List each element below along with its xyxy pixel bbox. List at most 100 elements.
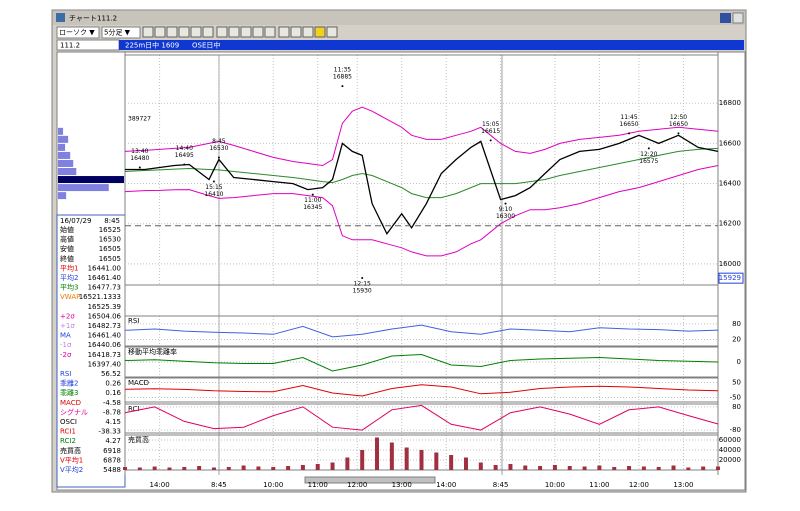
- tool-icon[interactable]: [216, 26, 228, 38]
- tool-icon[interactable]: [228, 26, 240, 38]
- tool-icon[interactable]: [264, 26, 276, 38]
- annotation-point: [212, 180, 215, 183]
- tool-icon[interactable]: [202, 26, 214, 38]
- y-tick-label: 40000: [719, 446, 741, 454]
- series-line: [124, 384, 719, 397]
- data-label: 始値: [60, 225, 74, 234]
- panel-title: RSI: [128, 317, 139, 325]
- volume-bar: [641, 466, 646, 470]
- x-tick-label: 11:00: [589, 481, 609, 489]
- y-tick-label: 50: [732, 379, 741, 387]
- data-time: 8:45: [104, 217, 120, 225]
- annotation-time: 9:10: [499, 206, 513, 213]
- volume-bar: [493, 465, 498, 470]
- data-label: 終値: [60, 254, 74, 263]
- data-label: VWAP: [60, 293, 80, 301]
- style-dropdown[interactable]: [56, 26, 100, 39]
- data-label: V平均1: [60, 455, 83, 464]
- x-tick-label: 13:00: [673, 481, 693, 489]
- tool-icon[interactable]: [290, 26, 302, 38]
- x-tick-label: 10:00: [545, 481, 565, 489]
- y-tick-label: 20000: [719, 456, 741, 464]
- data-label: RSI: [60, 370, 71, 378]
- window-button[interactable]: [720, 13, 731, 23]
- annotation-time: 15:05: [482, 121, 499, 128]
- tool-icon[interactable]: [190, 26, 202, 38]
- annotation-point: [138, 166, 141, 169]
- annotation-price: 16345: [303, 204, 322, 211]
- y-tick-label: -80: [730, 426, 741, 434]
- volume-profile-bar: [58, 168, 77, 176]
- info-bar: [119, 40, 744, 50]
- chart-area: [56, 51, 746, 491]
- annotation-point: [311, 193, 314, 196]
- series-line: [124, 165, 719, 257]
- tool-icon[interactable]: [154, 26, 166, 38]
- data-value: 16461.40: [88, 332, 121, 340]
- volume-bar: [330, 462, 335, 470]
- data-panel: [56, 214, 126, 488]
- tool-icon[interactable]: [142, 26, 154, 38]
- annotation-price: 16480: [130, 155, 149, 162]
- data-value: 16525: [99, 226, 121, 234]
- y-tick-label: 16000: [719, 260, 741, 268]
- tool-icon[interactable]: [178, 26, 190, 38]
- data-value: 16397.40: [88, 360, 121, 368]
- annotation-time: 11:35: [334, 67, 351, 74]
- scrollbar[interactable]: [304, 476, 436, 484]
- corner-value: 389727: [128, 116, 151, 123]
- data-value: 16477.73: [88, 284, 121, 292]
- volume-bar: [449, 455, 454, 470]
- volume-bar: [300, 465, 305, 470]
- data-label: -2σ: [60, 351, 72, 359]
- style-dropdown-text: ローソク ▼: [59, 29, 95, 37]
- y-tick-label: 80: [732, 320, 741, 328]
- volume-bar: [152, 466, 157, 470]
- data-label: 売買高: [60, 446, 81, 455]
- window-title: チャート: [69, 15, 97, 23]
- volume-profile-bar: [58, 143, 66, 151]
- title-bar: [53, 11, 745, 25]
- y-tick-label: 20: [732, 335, 741, 343]
- annotation-point: [628, 132, 631, 135]
- data-value: 16504.06: [88, 312, 122, 320]
- data-value: -38.33: [98, 428, 121, 436]
- volume-bar: [538, 466, 543, 470]
- volume-bar: [671, 465, 676, 470]
- annotation-point: [489, 139, 492, 142]
- tool-icon[interactable]: [314, 26, 326, 38]
- data-label: RCI1: [60, 428, 76, 436]
- data-value: -4.58: [103, 399, 121, 407]
- series-line: [125, 134, 719, 236]
- interval-dropdown-text: 5分足 ▼: [104, 28, 131, 37]
- tool-icon[interactable]: [240, 26, 252, 38]
- annotation-time: 12:50: [670, 114, 687, 121]
- y-tick-label: 16400: [719, 180, 741, 188]
- tool-icon[interactable]: [252, 26, 264, 38]
- tool-icon[interactable]: [326, 26, 338, 38]
- tool-icon[interactable]: [302, 26, 314, 38]
- data-value: 6918: [103, 447, 121, 455]
- y-tick-label: 16600: [719, 139, 741, 147]
- volume-bar: [271, 467, 276, 470]
- tool-icon[interactable]: [278, 26, 290, 38]
- data-value: 16525.39: [88, 303, 121, 311]
- volume-bar: [137, 467, 142, 470]
- tool-icon[interactable]: [166, 26, 178, 38]
- data-value: 16461.40: [88, 274, 121, 282]
- volume-bar: [256, 466, 261, 470]
- volume-profile-bar: [58, 176, 124, 184]
- annotation-time: 14:40: [176, 145, 193, 152]
- interval-dropdown[interactable]: [101, 26, 141, 39]
- x-tick-label: 10:00: [263, 481, 283, 489]
- annotation-time: 12:15: [354, 280, 371, 287]
- annotation-price: 16885: [333, 74, 352, 81]
- data-label: 平均2: [60, 273, 78, 282]
- data-value: 4.27: [105, 437, 121, 445]
- annotation-time: 8:45: [212, 138, 226, 145]
- close-button[interactable]: [732, 12, 744, 24]
- x-tick-label: 14:00: [149, 481, 169, 489]
- volume-bar: [211, 467, 216, 470]
- annotation-price: 16575: [639, 158, 658, 165]
